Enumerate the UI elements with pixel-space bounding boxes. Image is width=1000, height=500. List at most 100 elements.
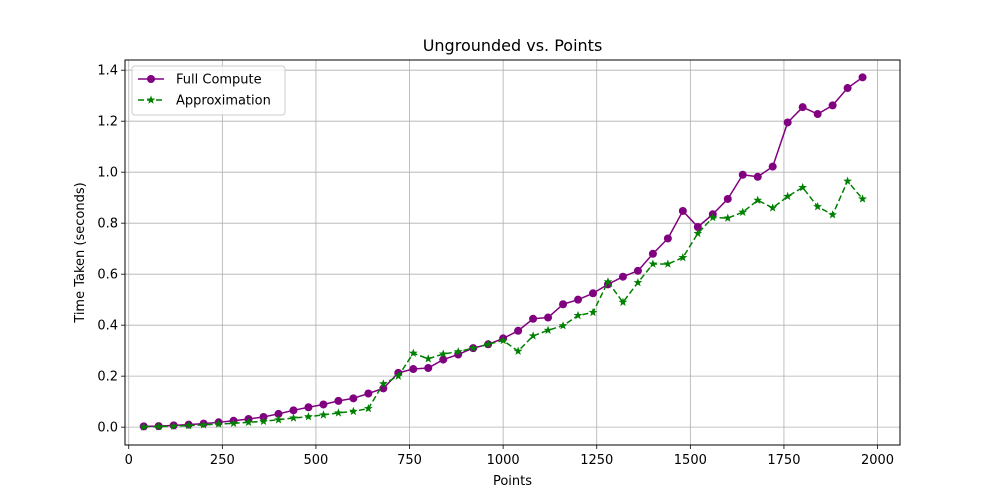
x-tick-label: 1500 [674,453,707,468]
x-tick-label: 1750 [767,453,800,468]
data-point-approximation [483,339,493,349]
data-point-full-compute [813,110,822,119]
data-point-full-compute [334,396,343,405]
data-point-approximation [543,325,553,334]
data-point-approximation [274,415,283,424]
data-point-approximation [633,277,643,287]
data-point-full-compute [693,223,702,232]
legend-marker-approximation [146,95,156,104]
plot-frame [124,59,901,446]
data-point-approximation [843,176,852,185]
data-point-approximation [468,343,478,352]
data-point-approximation [169,421,179,430]
data-point-approximation [438,349,448,358]
x-tick-label: 1250 [580,453,613,468]
data-point-approximation [363,403,373,413]
data-point-approximation [259,416,268,426]
y-tick-label: 1.4 [97,64,118,79]
data-point-approximation [319,410,328,419]
data-point-approximation [648,259,658,268]
data-point-full-compute [633,266,642,275]
data-point-full-compute [574,295,583,304]
data-point-full-compute [304,403,313,412]
x-axis-label: Points [493,474,532,489]
data-point-approximation [423,354,433,363]
data-point-approximation [558,321,568,330]
data-point-full-compute [663,234,672,243]
data-point-approximation [753,195,763,204]
data-point-full-compute [274,409,283,418]
data-point-approximation [289,413,298,422]
data-point-full-compute [618,272,627,281]
y-tick-label: 0.0 [97,421,118,436]
data-point-full-compute [738,170,747,179]
data-point-approximation [498,335,508,345]
legend-box [131,65,286,116]
data-point-approximation [229,418,238,428]
data-point-approximation [708,212,718,222]
data-point-approximation [768,203,778,212]
data-point-approximation [199,420,208,429]
x-tick-label: 500 [304,453,329,468]
x-tick-label: 1000 [487,453,520,468]
data-point-approximation [858,194,867,203]
data-point-approximation [738,207,748,216]
data-point-approximation [618,297,628,306]
y-axis-label: Time Taken (seconds) [73,182,88,323]
data-point-approximation [693,228,703,238]
y-tick-label: 0.2 [97,370,118,385]
data-point-approximation [783,191,793,201]
data-point-full-compute [409,365,418,374]
data-point-approximation [393,371,403,380]
data-point-full-compute [514,326,523,335]
data-point-approximation [139,422,149,431]
data-point-full-compute [364,389,373,398]
data-point-approximation [573,310,583,320]
data-point-approximation [513,346,523,355]
legend: Full Compute Approximation [131,65,286,116]
data-point-full-compute [424,364,433,372]
data-point-full-compute [783,118,792,127]
axis-ticks: 0 250 500 750 1000 1250 1500 1750 2000 0.0 0.2 0.4 0… [97,64,894,468]
data-point-approximation [408,348,418,357]
data-point-full-compute [529,314,538,323]
data-point-approximation [678,253,688,262]
data-point-approximation [798,182,808,192]
data-point-full-compute [768,162,777,171]
data-point-approximation [588,307,598,317]
x-tick-label: 0 [125,453,133,468]
series-approximation [139,176,867,431]
data-point-full-compute [349,394,358,403]
data-point-approximation [349,406,358,416]
y-tick-label: 0.6 [97,268,118,283]
data-point-approximation [334,408,343,417]
data-point-approximation [723,213,733,222]
legend-label-full-compute: Full Compute [176,73,262,88]
data-point-full-compute [678,206,687,215]
data-point-approximation [528,331,538,340]
data-point-approximation [663,259,673,268]
data-point-approximation [244,417,253,427]
data-point-approximation [184,421,194,430]
data-point-approximation [304,412,313,421]
data-point-full-compute [798,103,807,112]
data-point-approximation [214,419,223,428]
plot-series [139,73,867,431]
data-point-full-compute [648,249,657,258]
x-tick-label: 250 [210,453,235,468]
data-point-approximation [828,210,837,219]
y-tick-label: 0.8 [97,217,118,232]
data-point-approximation [154,422,164,431]
data-point-full-compute [588,289,597,298]
data-point-approximation [813,202,823,211]
chart-title: Ungrounded vs. Points [423,36,603,55]
data-point-approximation [378,379,388,388]
legend-marker-full-compute [147,75,155,83]
data-point-full-compute [843,84,852,93]
x-tick-label: 2000 [861,453,894,468]
data-point-full-compute [559,300,568,309]
legend-label-approximation: Approximation [176,94,271,109]
data-point-full-compute [439,355,448,364]
data-point-full-compute [723,194,732,203]
